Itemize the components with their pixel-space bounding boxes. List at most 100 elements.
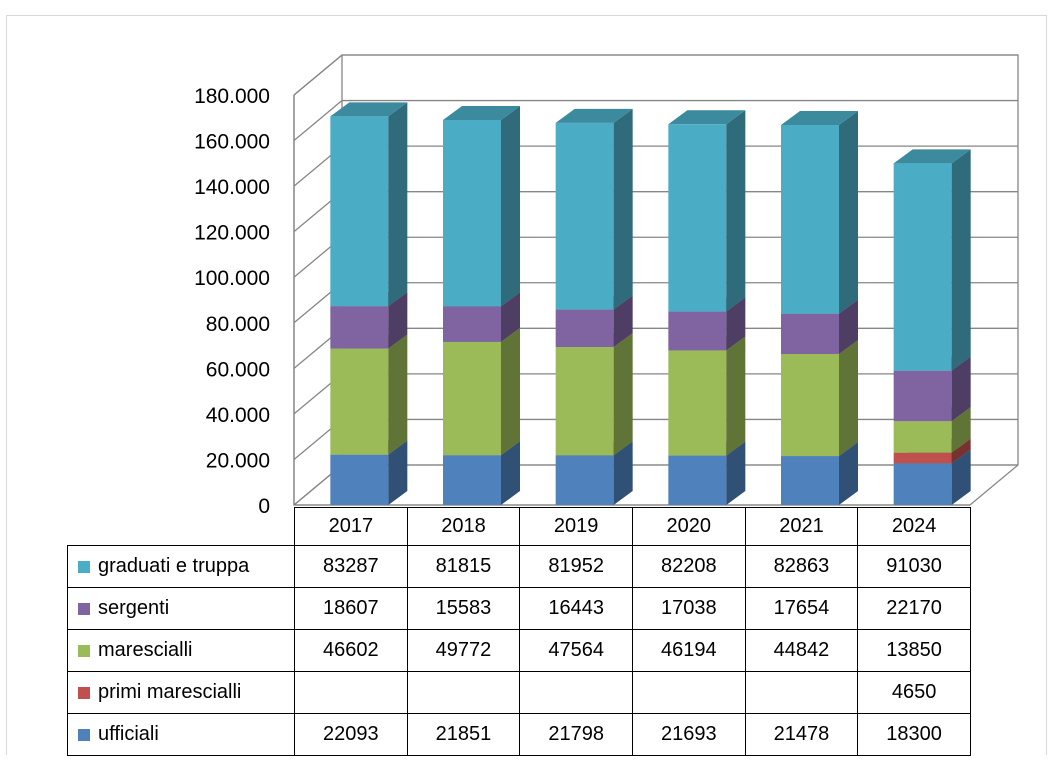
table-row: ufficiali 22093 21851 21798 21693 21478 18300: [67, 713, 971, 756]
data-label: 46194: [631, 629, 746, 672]
series-name: ufficiali: [98, 723, 159, 745]
legend-swatch: [78, 603, 90, 615]
y-tick-label: 120.000: [194, 222, 270, 245]
y-tick-label: 100.000: [194, 267, 270, 290]
bar-segment-side: [951, 356, 971, 422]
bar-segment-side: [613, 441, 633, 505]
data-label: 13850: [857, 629, 971, 672]
x-tick-label: 2021: [744, 507, 859, 546]
bar-segment-side: [388, 334, 408, 455]
bar-segment-side: [951, 407, 971, 453]
legend-entry: primi marescialli: [67, 671, 295, 714]
legend-entry: graduati e truppa: [67, 545, 295, 588]
data-label: 47564: [519, 629, 633, 672]
data-label: 15583: [406, 587, 521, 630]
bar-segment-side: [951, 449, 971, 505]
gridline-side: [293, 54, 343, 96]
bar-segment-side: [839, 299, 858, 354]
data-label: 81952: [519, 545, 633, 588]
y-tick-label: 80.000: [206, 313, 270, 336]
bar-segment: [668, 350, 727, 456]
table-row: primi marescialli 4650: [67, 671, 971, 714]
legend-entry: marescialli: [67, 629, 295, 672]
bar-segment: [555, 309, 614, 348]
bar-segment-top: [668, 110, 746, 125]
data-table: 2017 2018 2019 2020 2021 2024 graduati e trupp…: [67, 507, 971, 756]
bar-segment: [781, 456, 839, 505]
data-label: [744, 671, 859, 714]
data-label: 18607: [294, 587, 408, 630]
bar-segment-side: [726, 297, 746, 351]
bar-segment-side: [388, 440, 408, 505]
bar-segment-side: [726, 441, 746, 505]
data-label: 21478: [744, 713, 859, 756]
data-label: 81815: [406, 545, 521, 588]
bar-segment: [893, 370, 952, 422]
bar-segment-side: [501, 327, 520, 456]
data-label: 46602: [294, 629, 408, 672]
x-tick-label: 2018: [406, 507, 521, 546]
bar-segment: [330, 348, 389, 455]
data-label: 21851: [406, 713, 521, 756]
y-tick-label: 180.000: [194, 85, 270, 108]
legend-swatch: [78, 687, 90, 699]
bar-segment: [781, 353, 839, 457]
bar-segment: [893, 463, 952, 505]
x-tick-label: 2017: [294, 507, 408, 546]
bar-segment: [668, 311, 727, 351]
data-label: 21693: [631, 713, 746, 756]
table-row: graduati e truppa 83287 81815 81952 82208 828…: [67, 545, 971, 588]
bar-segment-side: [951, 149, 971, 371]
bar-segment-side: [726, 110, 746, 312]
bar-segment-top: [781, 110, 858, 125]
chart-frame: [6, 15, 1047, 755]
legend-entry: ufficiali: [67, 713, 295, 756]
data-label: 82863: [744, 545, 859, 588]
x-tick-label: 2019: [519, 507, 633, 546]
y-tick-label: 140.000: [194, 176, 270, 199]
data-label: 4650: [857, 671, 971, 714]
bar-segment-side: [726, 336, 746, 456]
bar-segment: [668, 455, 727, 505]
bar-segment: [555, 347, 614, 456]
bar-segment-side: [388, 102, 408, 307]
data-label: 44842: [744, 629, 859, 672]
data-label: [406, 671, 521, 714]
bar-segment-side: [839, 339, 858, 457]
bar-segment-top: [555, 108, 633, 123]
gridline-side: [293, 100, 343, 142]
bar-segment-top: [893, 149, 971, 164]
data-label: 18300: [857, 713, 971, 756]
bar-segment: [330, 306, 389, 349]
bar-segment-side: [501, 441, 520, 505]
bar-segment-side: [613, 333, 633, 456]
y-tick-label: 0: [258, 495, 270, 518]
data-label: 22170: [857, 587, 971, 630]
bar-segment: [443, 120, 501, 307]
bar-segment-side: [501, 106, 520, 307]
table-row: sergenti 18607 15583 16443 17038 17654 22170: [67, 587, 971, 630]
bar-segment: [555, 455, 614, 505]
data-label: 17038: [631, 587, 746, 630]
bar-segment: [893, 163, 952, 371]
legend-swatch: [78, 729, 90, 741]
data-label: 17654: [744, 587, 859, 630]
data-label: 16443: [519, 587, 633, 630]
bar-segment: [668, 124, 727, 312]
bar-segment: [443, 306, 501, 342]
bar-segment: [443, 455, 501, 505]
bar-segment-side: [613, 108, 633, 310]
data-label: [294, 671, 408, 714]
bar-segment-top: [330, 102, 408, 117]
data-label: 49772: [406, 629, 521, 672]
y-tick-label: 40.000: [206, 404, 270, 427]
y-tick-label: 20.000: [206, 449, 270, 472]
data-label: [519, 671, 633, 714]
bar-segment-top: [443, 106, 520, 121]
data-label: 22093: [294, 713, 408, 756]
y-tick-label: 160.000: [194, 131, 270, 154]
bar-segment: [555, 122, 614, 310]
legend-swatch: [78, 561, 90, 573]
bar-segment: [893, 452, 952, 464]
